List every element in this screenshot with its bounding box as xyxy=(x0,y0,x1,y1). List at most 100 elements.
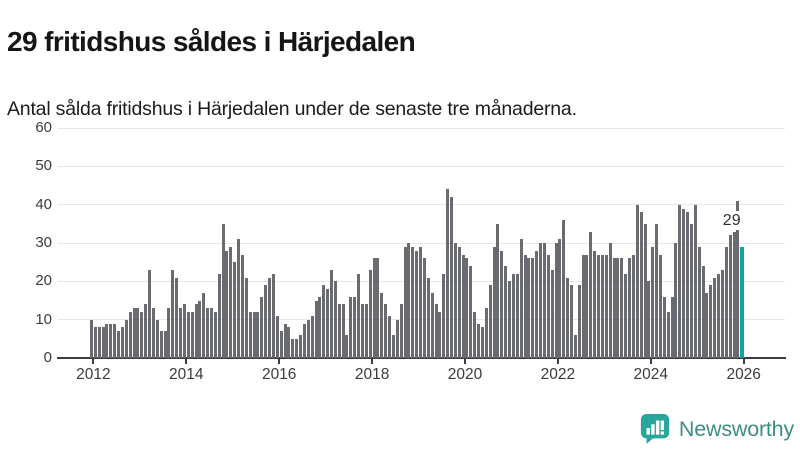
x-axis-label: 2020 xyxy=(447,366,483,383)
gridline xyxy=(58,204,785,206)
bar xyxy=(430,292,434,358)
bar xyxy=(221,223,225,358)
bar xyxy=(562,220,566,358)
bar xyxy=(666,312,670,358)
bar xyxy=(515,273,519,358)
bar xyxy=(357,273,361,358)
bar xyxy=(302,323,306,358)
bar xyxy=(473,312,477,358)
bar xyxy=(484,308,488,358)
bar xyxy=(132,308,136,358)
bar xyxy=(248,312,252,358)
bar xyxy=(295,338,299,358)
y-axis-label: 30 xyxy=(35,234,52,251)
bar xyxy=(306,319,310,358)
bar xyxy=(736,200,740,358)
bar xyxy=(271,273,275,358)
bar xyxy=(283,323,287,358)
bar xyxy=(260,296,264,358)
bar xyxy=(240,254,244,358)
bar xyxy=(628,258,632,358)
bar xyxy=(403,246,407,358)
bar xyxy=(647,281,651,358)
highlighted-bar xyxy=(740,246,744,358)
bar xyxy=(171,269,175,358)
bar xyxy=(159,331,163,358)
x-axis-label: 2012 xyxy=(76,366,111,383)
bar xyxy=(291,338,295,358)
bar xyxy=(593,250,597,358)
bar xyxy=(109,323,113,358)
bar xyxy=(585,254,589,358)
bar xyxy=(419,246,423,358)
bar xyxy=(728,235,732,358)
bar xyxy=(724,246,728,358)
bar xyxy=(624,273,628,358)
bar xyxy=(701,266,705,358)
bar xyxy=(631,254,635,358)
bar xyxy=(175,277,179,358)
bar xyxy=(616,258,620,358)
x-axis-tick xyxy=(371,359,374,364)
bar xyxy=(268,277,272,358)
bar xyxy=(670,296,674,358)
bar xyxy=(128,312,132,358)
bar xyxy=(693,204,697,358)
y-axis-label: 20 xyxy=(35,272,52,290)
bar xyxy=(480,327,484,358)
bar xyxy=(93,327,97,358)
bar xyxy=(376,258,380,358)
bar xyxy=(275,315,279,358)
bar xyxy=(395,319,399,358)
bar xyxy=(635,204,639,358)
bar xyxy=(705,292,709,358)
bar xyxy=(542,243,546,358)
bar xyxy=(415,250,419,358)
bar xyxy=(597,254,601,358)
bar xyxy=(508,281,512,358)
bar xyxy=(713,277,717,358)
x-axis-tick xyxy=(92,359,95,364)
bar xyxy=(655,223,659,358)
x-axis-tick xyxy=(556,359,559,364)
bar xyxy=(434,304,438,358)
bar xyxy=(689,223,693,358)
bar xyxy=(279,331,283,358)
bar xyxy=(639,212,643,358)
bar xyxy=(461,254,465,358)
bar xyxy=(256,312,260,358)
bar xyxy=(368,269,372,358)
bar xyxy=(148,269,152,358)
bar xyxy=(225,250,229,358)
bar xyxy=(717,273,721,358)
bar xyxy=(97,327,101,358)
bar xyxy=(407,243,411,358)
bar xyxy=(337,304,341,358)
x-axis-label: 2016 xyxy=(261,366,297,383)
bar xyxy=(469,266,473,358)
brand-name: Newsworthy xyxy=(678,416,794,441)
bar xyxy=(558,239,562,358)
bar xyxy=(213,312,217,358)
bar xyxy=(167,308,171,358)
bar xyxy=(113,323,117,358)
bar xyxy=(151,308,155,358)
bar xyxy=(399,304,403,358)
bar xyxy=(163,331,167,358)
bar xyxy=(511,273,515,358)
bar xyxy=(144,304,148,358)
bar xyxy=(384,304,388,358)
bar xyxy=(341,304,345,358)
x-axis-tick xyxy=(464,359,466,364)
bar xyxy=(120,327,124,358)
bar xyxy=(326,289,330,358)
bar xyxy=(438,312,442,358)
bar xyxy=(566,277,570,358)
bar xyxy=(504,266,508,358)
bar xyxy=(519,239,523,358)
x-axis-label: 2026 xyxy=(726,366,761,383)
bar xyxy=(136,308,140,358)
bar xyxy=(190,312,194,358)
bar xyxy=(477,323,481,358)
